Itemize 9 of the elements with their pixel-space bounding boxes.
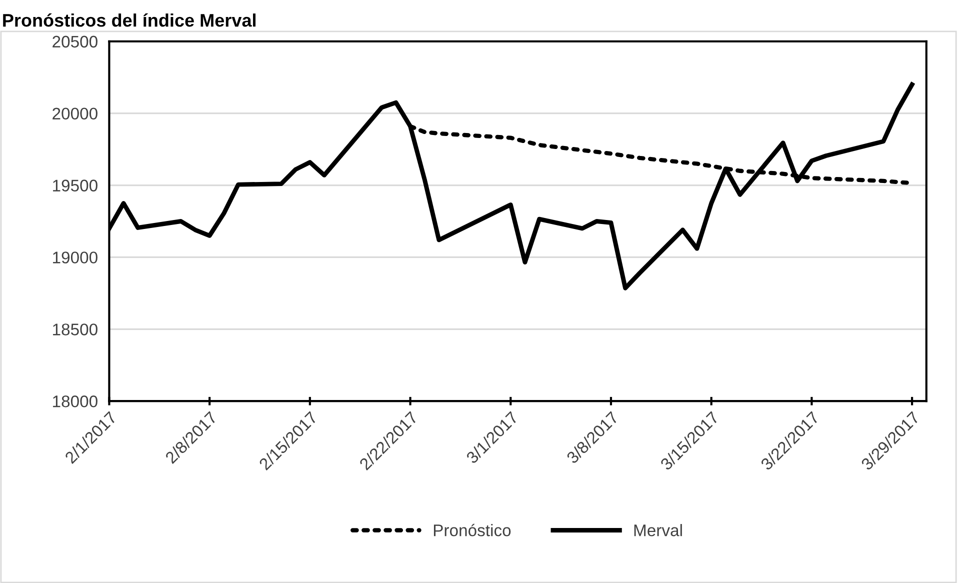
y-tick-label: 18000	[53, 396, 98, 408]
y-tick-label: 20500	[52, 36, 98, 48]
chart-title: Pronósticos del índice Merval	[3, 13, 256, 27]
y-tick-label: 19500	[53, 180, 98, 192]
legend-label: Pronóstico	[434, 524, 511, 536]
legend-label: Merval	[634, 524, 682, 536]
y-tick-label: 18500	[53, 324, 98, 336]
y-tick-label: 20000	[52, 108, 98, 120]
y-tick-label: 19000	[53, 252, 98, 264]
